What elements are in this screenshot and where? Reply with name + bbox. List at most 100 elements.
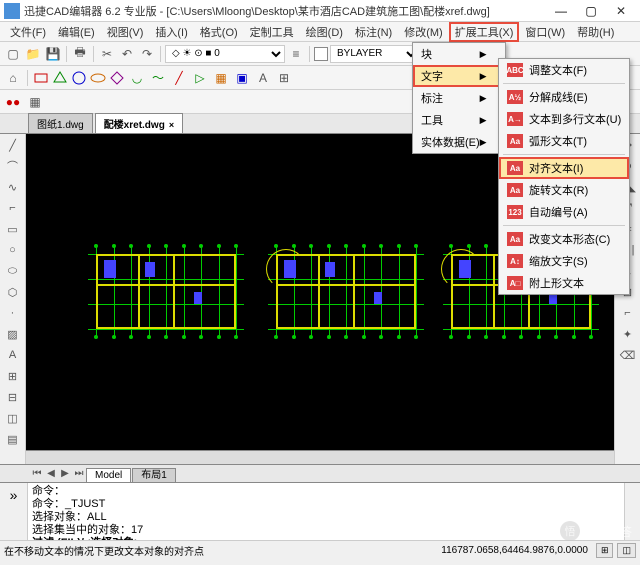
- block-tool-icon[interactable]: ⊞: [4, 367, 22, 385]
- polygon-tool-icon[interactable]: ⬡: [4, 283, 22, 301]
- coordinates: 116787.0658,64464.9876,0.0000: [437, 545, 592, 556]
- line-tool-icon[interactable]: ╱: [4, 136, 22, 154]
- spline-icon[interactable]: ～: [149, 69, 167, 87]
- submenu-option[interactable]: 123自动编号(A): [499, 201, 629, 223]
- explode-icon[interactable]: ✦: [619, 325, 637, 343]
- redo-icon[interactable]: ↷: [138, 45, 156, 63]
- layout-tab[interactable]: 布局1: [132, 468, 176, 483]
- text-submenu: ABC调整文本(F) A½分解成线(E)A→文本到多行文本(U)Aa弧形文本(T)…: [498, 58, 630, 295]
- submenu-option[interactable]: A→文本到多行文本(U): [499, 108, 629, 130]
- rect-icon[interactable]: [33, 70, 49, 86]
- text-action-icon: A½: [507, 90, 523, 104]
- menu-item[interactable]: 文件(F): [4, 22, 52, 42]
- rect-tool-icon[interactable]: ▭: [4, 220, 22, 238]
- submenu-option[interactable]: ABC调整文本(F): [499, 59, 629, 81]
- hatch-icon[interactable]: ▦: [212, 69, 230, 87]
- text-action-icon: Aa: [507, 183, 523, 197]
- tab-prev-icon[interactable]: ◀: [44, 468, 58, 479]
- undo-icon[interactable]: ↶: [118, 45, 136, 63]
- status-bar: 在不移动文本的情况下更改文本对象的对齐点 116787.0658,64464.9…: [0, 540, 640, 560]
- menu-item[interactable]: 标注(N): [349, 22, 398, 42]
- spline-tool-icon[interactable]: ∿: [4, 178, 22, 196]
- document-tab[interactable]: 配楼xret.dwg×: [95, 113, 183, 133]
- menu-item[interactable]: 视图(V): [101, 22, 150, 42]
- layer-select[interactable]: ◇ ☀ ⊙ ■ 0: [165, 45, 285, 63]
- poly-icon[interactable]: [52, 70, 68, 86]
- hatch-tool-icon[interactable]: ▨: [4, 325, 22, 343]
- text-action-icon: A→: [507, 112, 523, 126]
- point-tool-icon[interactable]: ·: [4, 304, 22, 322]
- minimize-icon[interactable]: —: [546, 1, 576, 21]
- submenu-option[interactable]: Aa改变文本形态(C): [499, 228, 629, 250]
- block-icon[interactable]: ▣: [233, 69, 251, 87]
- menu-item[interactable]: 绘图(D): [300, 22, 349, 42]
- status-hint: 在不移动文本的情况下更改文本对象的对齐点: [4, 543, 437, 558]
- menu-option[interactable]: 块▶: [413, 43, 505, 65]
- save-icon[interactable]: 💾: [44, 45, 62, 63]
- status-btn[interactable]: ⊞: [596, 543, 614, 558]
- submenu-option[interactable]: A↕缩放文字(S): [499, 250, 629, 272]
- ellipse-icon[interactable]: [90, 70, 106, 86]
- submenu-option[interactable]: Aa对齐文本(I): [499, 157, 629, 179]
- command-area: » 命令： 命令：_TJUST 选择对象：ALL 选择集当中的对象：17 过滤 …: [0, 482, 640, 540]
- submenu-option[interactable]: A□附上形文本: [499, 272, 629, 294]
- h-scrollbar[interactable]: [26, 450, 614, 464]
- command-text[interactable]: 命令： 命令：_TJUST 选择对象：ALL 选择集当中的对象：17 过滤 (F…: [28, 483, 624, 540]
- arc-icon[interactable]: ◡: [128, 69, 146, 87]
- dim-icon[interactable]: ⊞: [275, 69, 293, 87]
- text-tool-icon[interactable]: A: [4, 346, 22, 364]
- extend-tools-menu: 块▶文字▶标注▶工具▶实体数据(E)▶: [412, 42, 506, 154]
- menu-option[interactable]: 文字▶: [413, 65, 505, 87]
- menu-item[interactable]: 窗口(W): [519, 22, 571, 42]
- text-icon[interactable]: A: [254, 69, 272, 87]
- menu-option[interactable]: 实体数据(E)▶: [413, 131, 505, 153]
- command-icon[interactable]: »: [0, 483, 28, 540]
- menu-item[interactable]: 扩展工具(X): [449, 22, 520, 42]
- close-icon[interactable]: ✕: [606, 1, 636, 21]
- menu-item[interactable]: 插入(I): [149, 22, 193, 42]
- title-bar: 迅捷CAD编辑器 6.2 专业版 - [C:\Users\Mloong\Desk…: [0, 0, 640, 22]
- menu-item[interactable]: 编辑(E): [52, 22, 101, 42]
- menu-item[interactable]: 格式(O): [194, 22, 244, 42]
- layer-icon[interactable]: ≡: [287, 45, 305, 63]
- diamond-icon[interactable]: [109, 70, 125, 86]
- menu-item[interactable]: 定制工具: [244, 22, 300, 42]
- home-icon[interactable]: ⌂: [4, 69, 22, 87]
- status-btn2[interactable]: ◫: [617, 543, 636, 558]
- tab-last-icon[interactable]: ⏭: [72, 468, 86, 479]
- erase-icon[interactable]: ⌫: [619, 346, 637, 364]
- polyline-tool-icon[interactable]: ⌐: [4, 199, 22, 217]
- tab-next-icon[interactable]: ▶: [58, 468, 72, 479]
- text-action-icon: Aa: [507, 134, 523, 148]
- grid-icon[interactable]: ▦: [26, 93, 44, 111]
- menu-option[interactable]: 工具▶: [413, 109, 505, 131]
- color-select[interactable]: BYLAYER: [330, 45, 420, 63]
- submenu-option[interactable]: A½分解成线(E): [499, 86, 629, 108]
- line-icon[interactable]: ╱: [170, 69, 188, 87]
- menu-item[interactable]: 修改(M): [398, 22, 449, 42]
- text-action-icon: ABC: [507, 63, 523, 77]
- circle-tool-icon[interactable]: ○: [4, 241, 22, 259]
- menu-item[interactable]: 帮助(H): [571, 22, 620, 42]
- submenu-option[interactable]: Aa弧形文本(T): [499, 130, 629, 152]
- maximize-icon[interactable]: ▢: [576, 1, 606, 21]
- red-dot-icon[interactable]: ●●: [4, 93, 22, 111]
- tab-first-icon[interactable]: ⏮: [30, 468, 44, 479]
- menu-option[interactable]: 标注▶: [413, 87, 505, 109]
- fillet-icon[interactable]: ⌐: [619, 304, 637, 322]
- play-icon[interactable]: ▷: [191, 69, 209, 87]
- print-icon[interactable]: 🖶: [71, 45, 89, 63]
- ellipse-tool-icon[interactable]: ⬭: [4, 262, 22, 280]
- circle-icon[interactable]: [71, 70, 87, 86]
- cut-icon[interactable]: ✂: [98, 45, 116, 63]
- new-icon[interactable]: ▢: [4, 45, 22, 63]
- dim-tool-icon[interactable]: ⊟: [4, 388, 22, 406]
- arc-tool-icon[interactable]: ⌒: [4, 157, 22, 175]
- region-tool-icon[interactable]: ◫: [4, 409, 22, 427]
- open-icon[interactable]: 📁: [24, 45, 42, 63]
- document-tab[interactable]: 图纸1.dwg: [28, 113, 93, 133]
- layout-tab[interactable]: Model: [86, 468, 131, 483]
- table-tool-icon[interactable]: ▤: [4, 430, 22, 448]
- color-swatch[interactable]: [314, 47, 328, 61]
- submenu-option[interactable]: Aa旋转文本(R): [499, 179, 629, 201]
